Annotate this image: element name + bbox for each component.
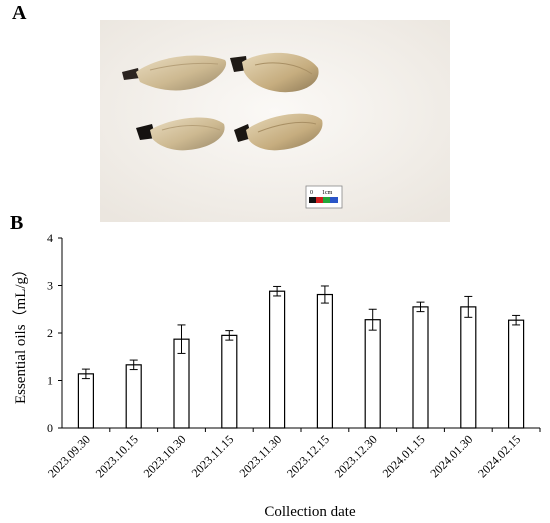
y-tick-label: 4 xyxy=(47,231,53,245)
y-tick-label: 1 xyxy=(47,374,53,388)
x-tick-label: 2023.11.15 xyxy=(189,432,237,480)
x-tick-label: 2023.12.15 xyxy=(284,432,332,480)
scale-zero-label: 0 xyxy=(310,190,313,196)
bar xyxy=(412,306,429,429)
bars xyxy=(77,285,525,429)
bar xyxy=(269,290,286,429)
y-tick-label: 0 xyxy=(47,421,53,435)
x-tick-label: 2024.01.30 xyxy=(427,432,475,480)
bar xyxy=(77,373,95,429)
flower-bud-2 xyxy=(230,52,319,93)
bar xyxy=(316,293,333,429)
x-tick-label: 2023.11.30 xyxy=(236,432,284,480)
x-tick-label: 2024.02.15 xyxy=(475,432,523,480)
scale-bar: 0 1cm xyxy=(305,185,343,209)
y-axis: 0 1 2 3 4 xyxy=(47,231,63,435)
y-tick-label: 2 xyxy=(47,326,53,340)
x-axis-label: Collection date xyxy=(264,504,356,520)
x-tick-label: 2023.12.30 xyxy=(332,432,380,480)
x-tick-label: 2024.01.15 xyxy=(380,432,428,480)
bar xyxy=(364,319,381,429)
x-axis: 2023.09.30 2023.10.15 2023.10.30 2023.11.15… xyxy=(45,427,541,480)
bar xyxy=(221,334,238,429)
x-tick-label: 2023.09.30 xyxy=(45,432,93,480)
bar xyxy=(125,364,142,429)
flower-bud-1 xyxy=(122,55,227,91)
flower-bud-3 xyxy=(136,117,225,151)
specimen-photo: 0 1cm xyxy=(100,20,450,222)
bar xyxy=(508,319,525,429)
panel-label-a: A xyxy=(12,2,27,24)
flower-bud-4 xyxy=(234,113,323,151)
panel-label-b: B xyxy=(10,212,24,234)
bar xyxy=(460,306,477,429)
x-tick-label: 2023.10.30 xyxy=(141,432,189,480)
scale-unit-label: 1cm xyxy=(322,190,333,196)
y-tick-label: 3 xyxy=(47,279,53,293)
x-tick-label: 2023.10.15 xyxy=(93,432,141,480)
y-axis-label: Essential oils（mL/g） xyxy=(12,262,29,404)
